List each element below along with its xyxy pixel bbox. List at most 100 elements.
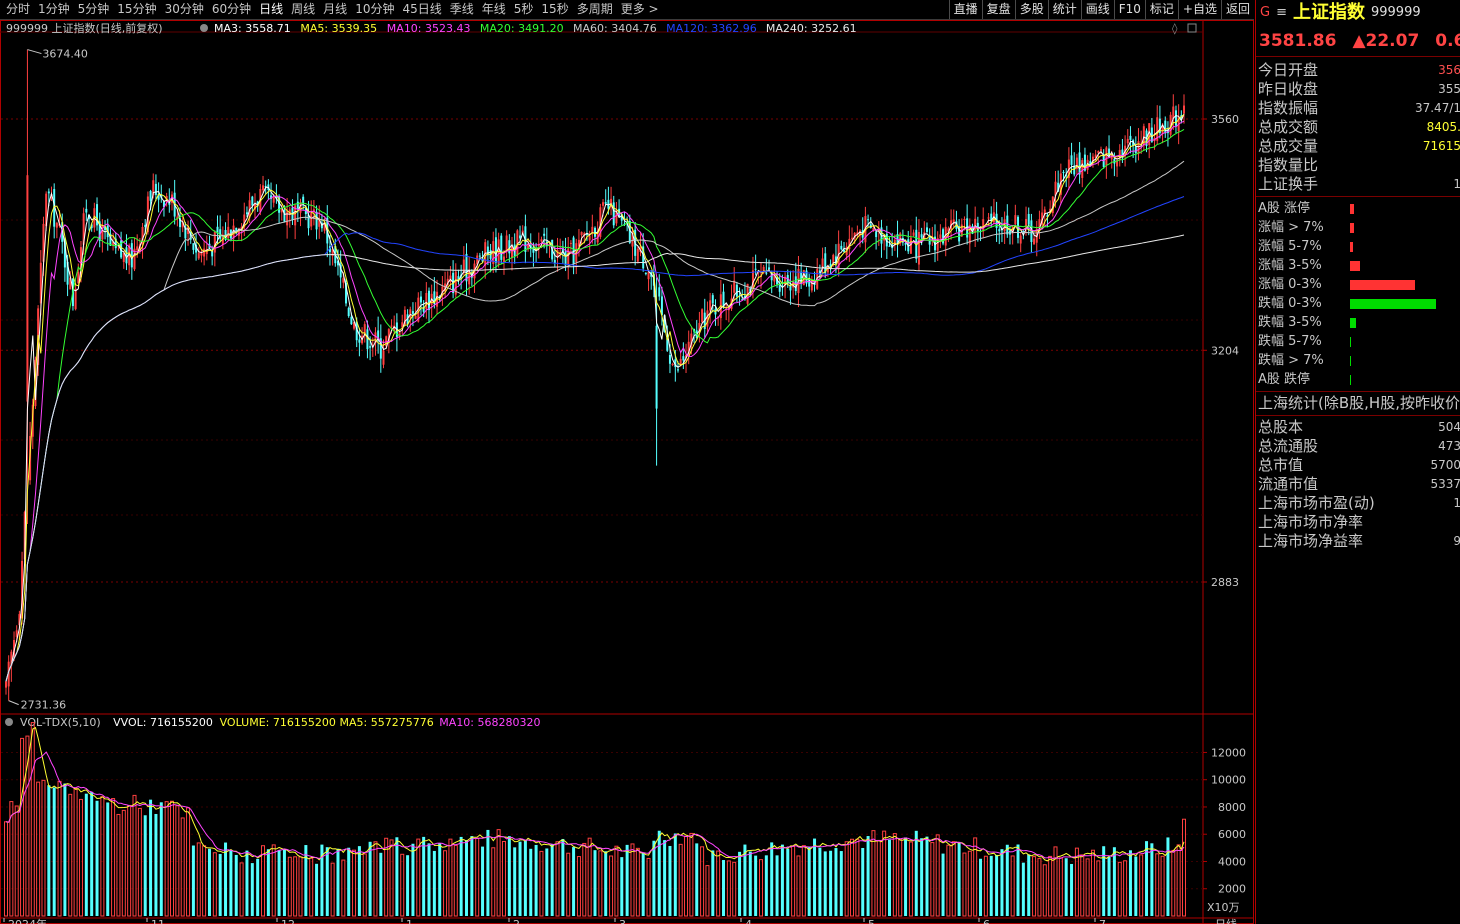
candle-body	[615, 210, 618, 224]
candle-body	[10, 651, 13, 666]
vol-bar	[1117, 861, 1122, 917]
candle-body	[818, 270, 821, 274]
period-tab-13[interactable]: 5秒	[513, 2, 534, 16]
vol-bar	[807, 847, 811, 916]
candle-body	[422, 306, 425, 312]
vol-bar	[1155, 853, 1160, 917]
menu-icon[interactable]: ≡	[1276, 5, 1287, 20]
volume-bars	[4, 722, 1186, 917]
candle-body	[1046, 214, 1049, 218]
breadth-bar	[1350, 317, 1356, 328]
period-tab-3[interactable]: 15分钟	[117, 2, 157, 16]
vol-bar	[1166, 837, 1170, 916]
candle-body	[660, 296, 663, 315]
breadth-row: 涨幅 > 7%	[1256, 218, 1460, 237]
vol-bar	[1107, 856, 1111, 916]
candle-body	[7, 661, 10, 687]
vol-bar	[486, 829, 490, 916]
breadth-label: 跌幅 > 7%	[1258, 353, 1324, 368]
candle-body	[508, 240, 511, 254]
market-row: 上海市场市盈(动) 1	[1256, 494, 1460, 513]
candle-body	[39, 262, 42, 304]
candle-body	[494, 237, 497, 263]
vol-bar	[1053, 846, 1058, 917]
vol-bar	[111, 798, 116, 917]
candle-body	[154, 183, 157, 195]
period-tab-9[interactable]: 10分钟	[355, 2, 395, 16]
price-change: ▲22.07	[1352, 31, 1420, 51]
period-tab-12[interactable]: 年线	[481, 2, 506, 16]
candle-body	[1054, 181, 1057, 196]
candle-body	[607, 199, 610, 209]
candle-body	[433, 291, 436, 305]
kline-chart[interactable]: 999999 上证指数(日线,前复权) MA3: 3558.71 MA5: 3539…	[0, 20, 1254, 924]
candle-body	[966, 218, 969, 238]
period-tab-15[interactable]: 多周期	[576, 2, 613, 16]
main-chart-header: 999999 上证指数(日线,前复权) MA3: 3558.71 MA5: 3539…	[6, 21, 1197, 35]
candle-body	[336, 260, 339, 266]
period-tab-11[interactable]: 季线	[449, 2, 474, 16]
candle-body	[682, 356, 685, 361]
candle-body	[136, 246, 139, 251]
candle-body	[55, 222, 58, 228]
tool-button-3[interactable]: 统计	[1047, 0, 1081, 19]
ma-label: MA20: 3491.20	[480, 22, 564, 35]
period-tab-0[interactable]: 分时	[6, 2, 31, 16]
candle-body	[262, 185, 265, 191]
vol-bar	[946, 844, 951, 917]
period-tab-5[interactable]: 60分钟	[211, 2, 252, 16]
candle-body	[401, 322, 404, 328]
breadth-label: 跌幅 5-7%	[1258, 334, 1322, 349]
vol-bar	[646, 857, 651, 917]
period-tab-6[interactable]: 日线	[259, 2, 284, 16]
candle-body	[580, 231, 583, 236]
period-tab-2[interactable]: 5分钟	[77, 2, 110, 16]
vol-bar	[448, 838, 453, 917]
vol-bar	[604, 851, 608, 916]
candle-body	[594, 227, 596, 237]
period-tab-14[interactable]: 15秒	[541, 2, 569, 16]
vol-bar	[973, 837, 978, 917]
tool-button-1[interactable]: 复盘	[981, 0, 1015, 19]
period-tab-8[interactable]: 月线	[323, 2, 348, 16]
candle-body	[982, 219, 985, 232]
vol-bar	[1037, 858, 1042, 917]
vol-bar	[169, 800, 174, 917]
candle-body	[909, 237, 912, 254]
tool-button-0[interactable]: 直播	[948, 0, 982, 19]
candle-body	[569, 242, 572, 244]
candle-body	[952, 219, 955, 224]
vol-bar	[416, 838, 421, 917]
candle-body	[709, 300, 712, 311]
candle-body	[15, 630, 18, 637]
period-tab-7[interactable]: 周线	[291, 2, 316, 16]
tool-button-7[interactable]: +自选	[1177, 0, 1221, 19]
vol-bar	[459, 836, 463, 916]
breadth-bar	[1350, 336, 1351, 347]
vol-bar	[287, 856, 292, 917]
breadth-bar	[1350, 279, 1415, 290]
low-pointer	[8, 700, 19, 706]
breadth-bar	[1350, 298, 1436, 309]
tool-button-8[interactable]: 返回	[1220, 0, 1254, 19]
period-tab-10[interactable]: 45日线	[402, 2, 442, 16]
period-tab-4[interactable]: 30分钟	[164, 2, 204, 16]
candle-body	[245, 212, 248, 215]
vol-bar	[882, 830, 887, 917]
candle-body	[1183, 105, 1185, 114]
tool-button-4[interactable]: 画线	[1080, 0, 1114, 19]
vol-bar	[256, 858, 260, 916]
period-tab-16[interactable]: 更多 >	[620, 2, 659, 16]
tool-button-2[interactable]: 多股	[1014, 0, 1048, 19]
candle-body	[698, 322, 701, 333]
candle-body	[203, 248, 206, 257]
vol-bar	[282, 849, 286, 916]
date-axis: 2024年11121234567日线	[0, 917, 1254, 924]
candle-body	[272, 197, 275, 203]
period-tab-1[interactable]: 1分钟	[38, 2, 70, 16]
market-value: 5337	[1430, 477, 1460, 491]
candle-body	[497, 239, 500, 266]
tool-button-5[interactable]: F10	[1113, 0, 1145, 19]
candle-body	[157, 194, 160, 200]
tool-button-6[interactable]: 标记	[1144, 0, 1178, 19]
